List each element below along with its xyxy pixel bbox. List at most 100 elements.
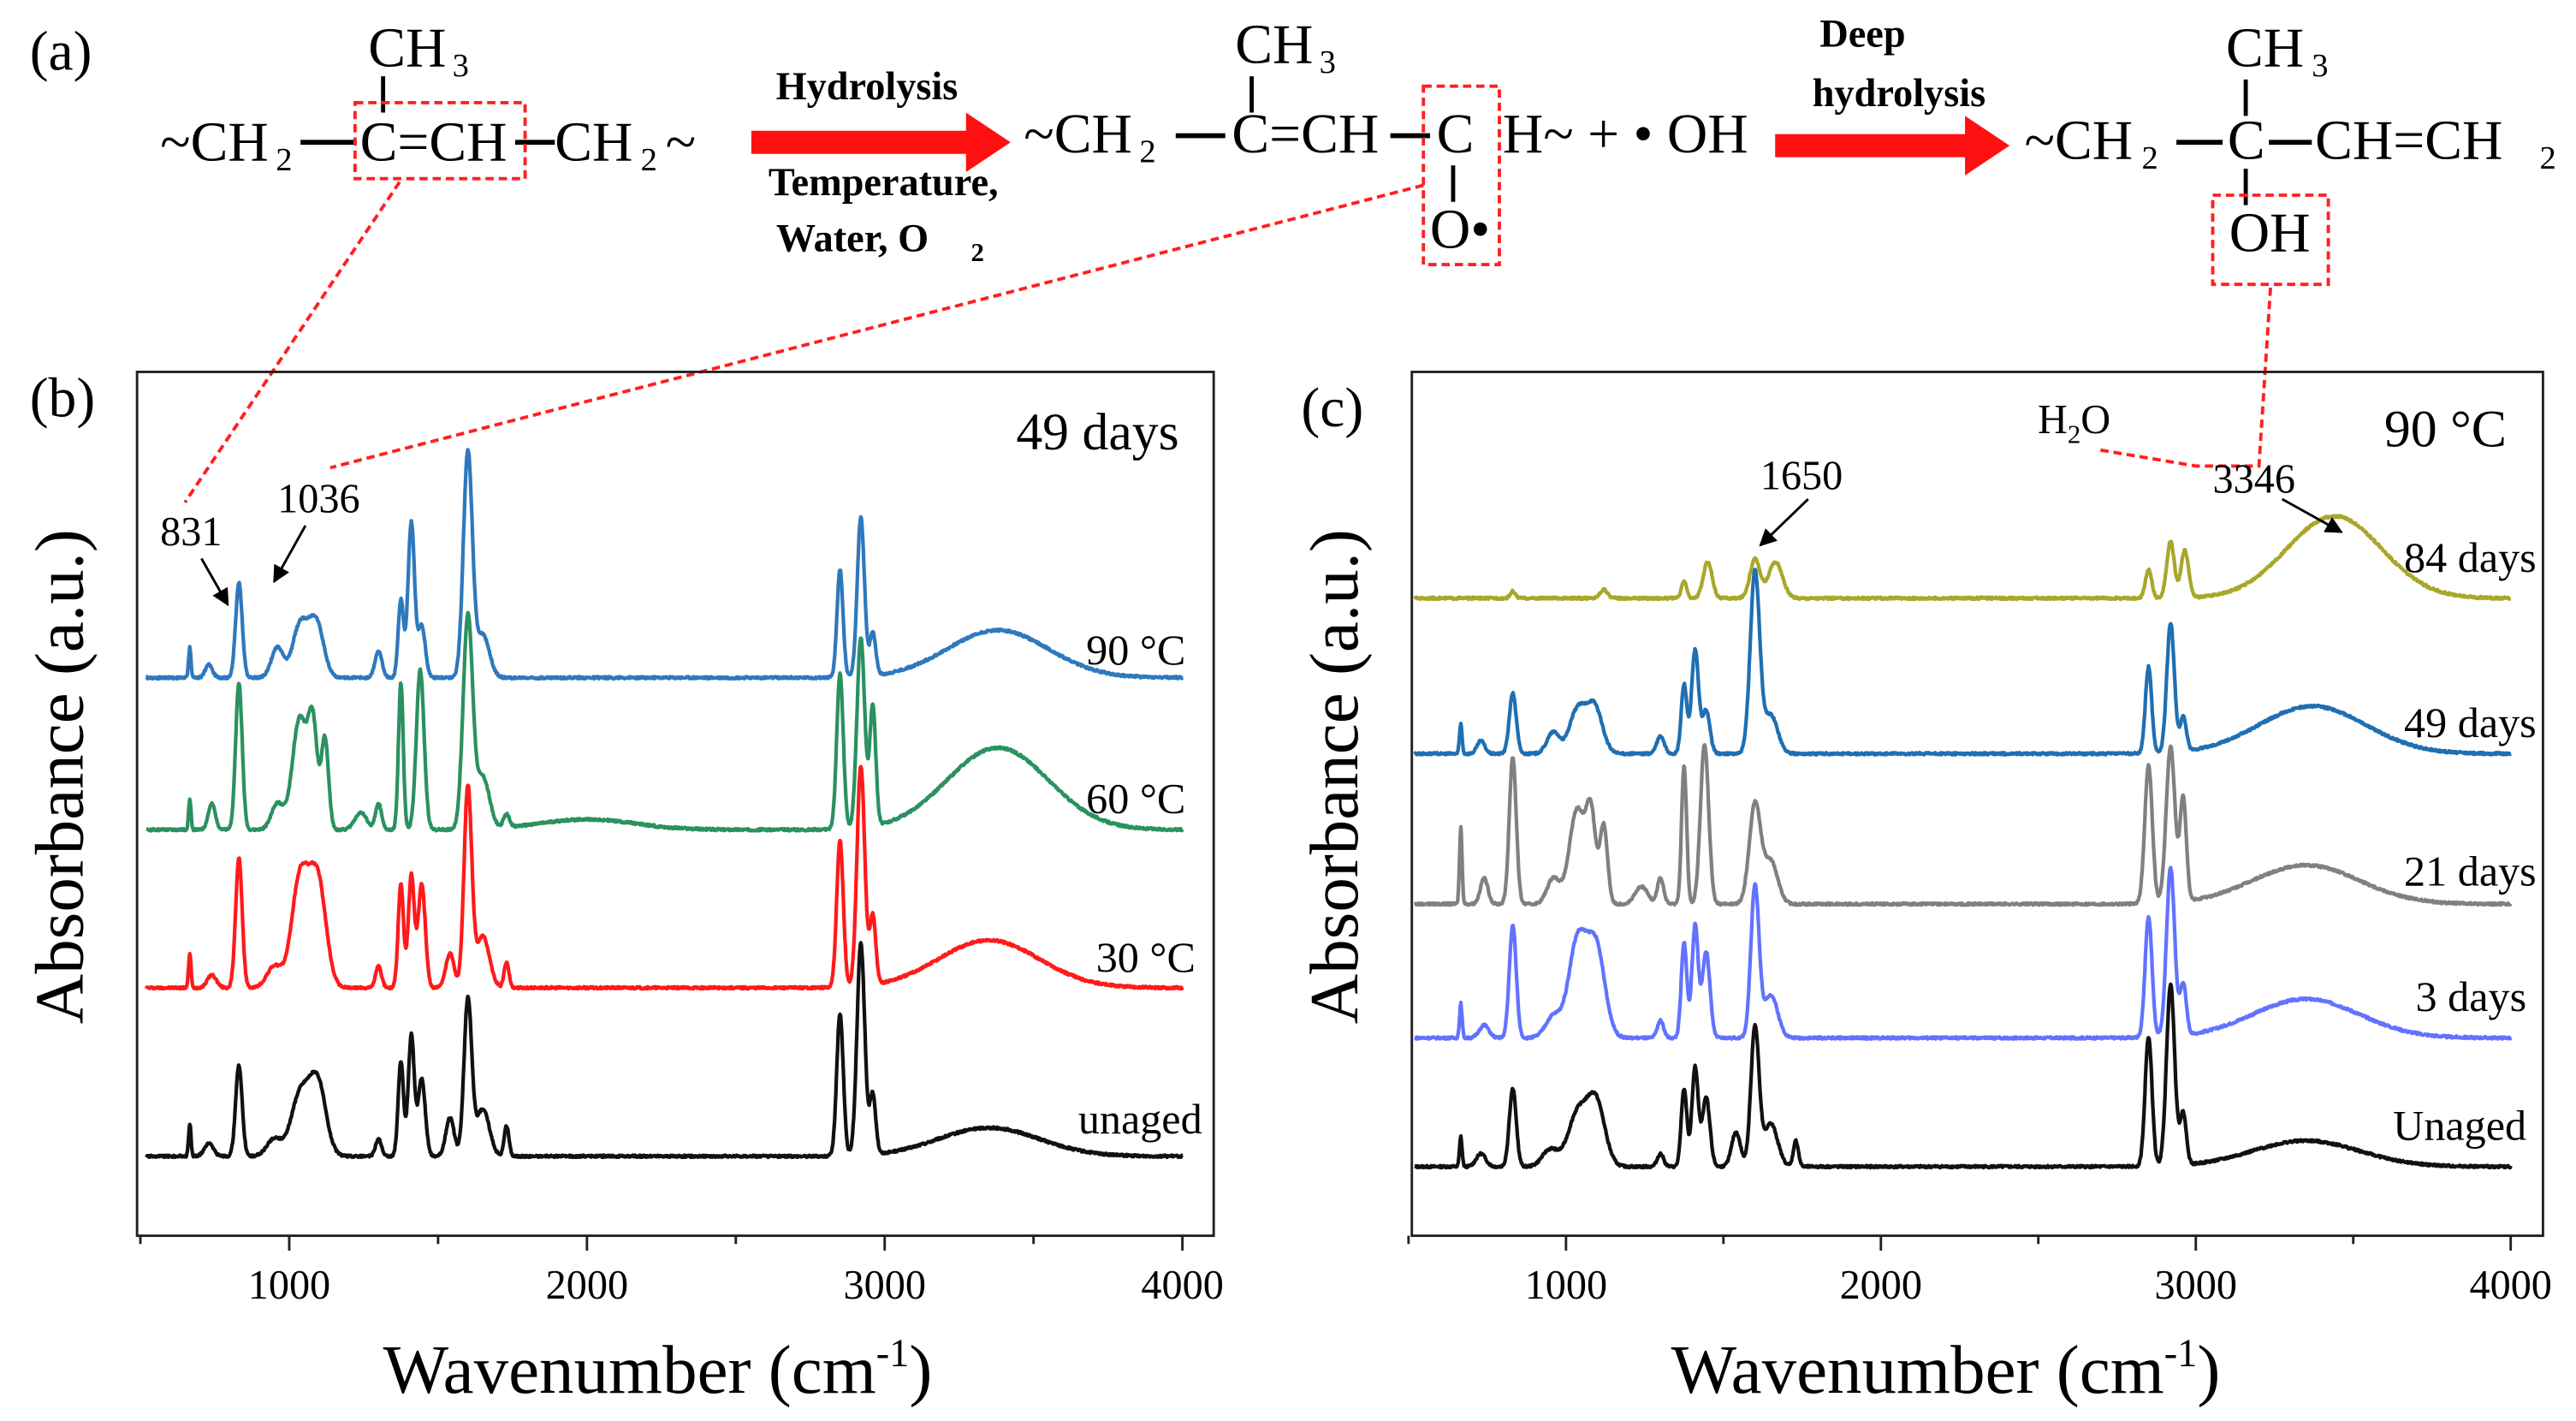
connector-line bbox=[183, 181, 401, 503]
chart-panel-b: (b) 1000 2000 3000 4000 49 days 90 °C 60 °C… bbox=[21, 368, 1223, 1408]
highlight-box-radical bbox=[1422, 84, 1501, 266]
step2-label-bottom: hydrolysis bbox=[1813, 72, 1985, 116]
spectrum-line-21-days bbox=[1413, 743, 2513, 907]
intermediate-tail: H~ + • OH bbox=[1503, 104, 1748, 165]
water-sub: 2 bbox=[2068, 419, 2080, 449]
peak-annotation: 831 bbox=[160, 509, 222, 555]
step1-label-top: Hydrolysis bbox=[776, 65, 959, 109]
product-structure: CH 3 ~CH 2 C CH=CH 2 OH bbox=[2025, 18, 2556, 287]
product-methyl-sub: 3 bbox=[2312, 48, 2328, 84]
x-tick-label: 4000 bbox=[2469, 1263, 2551, 1308]
reaction-scheme: (a) CH 3 ~CH 2 C=CH CH 2 ~ Hydrolysis Te… bbox=[30, 12, 2556, 503]
highlight-box-hydroxyl bbox=[2211, 193, 2330, 287]
panel-label-a: (a) bbox=[30, 21, 92, 82]
product-left: ~CH bbox=[2025, 110, 2134, 172]
series-label: 49 days bbox=[2404, 699, 2537, 746]
step2-label-top: Deep bbox=[1819, 12, 1905, 56]
highlight-box-double-bond bbox=[353, 101, 527, 181]
series-label: 90 °C bbox=[1086, 626, 1185, 674]
water-annotation: H2O bbox=[2038, 397, 2110, 449]
spectrum-line-unaged bbox=[145, 941, 1184, 1160]
y-axis-label: Absorbance (a.u.) bbox=[21, 529, 98, 1024]
x-tick-label: 3000 bbox=[2155, 1263, 2237, 1308]
series-label: 21 days bbox=[2404, 847, 2537, 895]
series-label: 30 °C bbox=[1096, 933, 1196, 981]
arrow-icon bbox=[273, 525, 307, 584]
series-label: Unaged bbox=[2393, 1102, 2526, 1150]
peak-annotation: 1036 bbox=[277, 476, 359, 521]
chart-title: 49 days bbox=[1016, 403, 1178, 461]
connector-line bbox=[329, 183, 1424, 470]
deep-hydrolysis-step: Deep hydrolysis bbox=[1775, 12, 2010, 175]
spectrum-line-84-days bbox=[1413, 514, 2513, 602]
x-tick-label: 1000 bbox=[1525, 1263, 1607, 1308]
peak-annotation: 1650 bbox=[1760, 453, 1843, 498]
panel-label-b: (b) bbox=[30, 368, 95, 430]
product-methyl: CH bbox=[2226, 18, 2304, 80]
water-h: H bbox=[2038, 397, 2068, 443]
product-carbon: C bbox=[2228, 110, 2265, 172]
x-axis: 1000 2000 3000 4000 bbox=[1407, 1235, 2552, 1308]
water-o: O bbox=[2080, 397, 2110, 443]
x-axis-label: Wavenumber (cm-1) bbox=[1671, 1331, 2221, 1408]
product-right: CH=CH bbox=[2315, 110, 2502, 172]
series-label: 3 days bbox=[2416, 972, 2527, 1020]
x-axis-label-close: ) bbox=[2197, 1331, 2220, 1408]
x-tick-label: 2000 bbox=[1840, 1263, 1922, 1308]
x-axis: 1000 2000 3000 4000 bbox=[139, 1235, 1224, 1308]
reactant-methyl: CH bbox=[368, 18, 446, 80]
chart-panel-c: (c) 1000 2000 3000 4000 90 °C 84 days 49 da… bbox=[1296, 371, 2552, 1408]
series-label: unaged bbox=[1078, 1095, 1202, 1143]
spectrum-line-30-c bbox=[145, 764, 1184, 991]
plot-frame bbox=[135, 371, 1215, 1238]
red-arrow-icon bbox=[751, 112, 1011, 172]
x-tick-label: 3000 bbox=[844, 1263, 926, 1308]
reactant-methyl-sub: 3 bbox=[453, 48, 469, 84]
x-tick-label: 4000 bbox=[1141, 1263, 1223, 1308]
x-tick-label: 2000 bbox=[546, 1263, 628, 1308]
reactant-structure: CH 3 ~CH 2 C=CH CH 2 ~ bbox=[160, 18, 697, 181]
peak-annotation: 3346 bbox=[2213, 456, 2295, 502]
x-axis-label-text: Wavenumber (cm bbox=[383, 1331, 876, 1408]
y-axis-label: Absorbance (a.u.) bbox=[1296, 529, 1373, 1024]
reactant-right-sub: 2 bbox=[641, 142, 657, 178]
x-tick-label: 1000 bbox=[248, 1263, 330, 1308]
intermediate-methyl-sub: 3 bbox=[1320, 45, 1336, 80]
intermediate-structure: CH 3 ~CH 2 C=CH C H~ + • OH O• bbox=[1024, 15, 1748, 266]
step1-label-bottom: Water, O bbox=[776, 217, 929, 261]
product-right-sub: 2 bbox=[2540, 140, 2556, 176]
spectrum-line-unaged bbox=[1413, 982, 2513, 1170]
spectrum-line-3-days bbox=[1413, 865, 2513, 1041]
step1-label-bottom-sub: 2 bbox=[971, 237, 984, 267]
spectrum-line-90-c bbox=[145, 448, 1184, 681]
x-axis-label-sup: -1 bbox=[876, 1332, 910, 1376]
intermediate-carbon: C bbox=[1437, 104, 1475, 165]
intermediate-left: ~CH bbox=[1024, 104, 1132, 165]
series-label: 60 °C bbox=[1086, 775, 1185, 823]
spectra bbox=[1413, 514, 2513, 1170]
x-axis-label-sup: -1 bbox=[2164, 1332, 2198, 1376]
reactant-tail: ~ bbox=[666, 111, 697, 173]
reactant-center: C=CH bbox=[360, 111, 507, 173]
arrow-icon bbox=[2281, 497, 2343, 533]
reactant-right: CH bbox=[555, 111, 632, 173]
x-axis-label-close: ) bbox=[909, 1331, 932, 1408]
series-label: 84 days bbox=[2404, 533, 2537, 581]
product-left-sub: 2 bbox=[2142, 140, 2158, 176]
intermediate-left-sub: 2 bbox=[1139, 134, 1155, 169]
spectrum-line-49-days bbox=[1413, 568, 2513, 757]
connector-line bbox=[2097, 287, 2272, 468]
hydrolysis-step: Hydrolysis Temperature, Water, O 2 bbox=[751, 65, 1011, 267]
x-axis-label-text: Wavenumber (cm bbox=[1671, 1331, 2164, 1408]
product-hydroxyl: OH bbox=[2229, 203, 2311, 265]
intermediate-oxy-radical: O• bbox=[1430, 199, 1490, 261]
spectra bbox=[145, 448, 1184, 1160]
panel-label-c: (c) bbox=[1301, 378, 1363, 439]
chart-title: 90 °C bbox=[2384, 400, 2507, 458]
spectrum-line-60-c bbox=[145, 610, 1184, 833]
arrow-icon bbox=[1759, 497, 1809, 547]
x-axis-label: Wavenumber (cm-1) bbox=[383, 1331, 933, 1408]
red-arrow-icon bbox=[1775, 116, 2010, 175]
intermediate-center: C=CH bbox=[1232, 104, 1379, 165]
